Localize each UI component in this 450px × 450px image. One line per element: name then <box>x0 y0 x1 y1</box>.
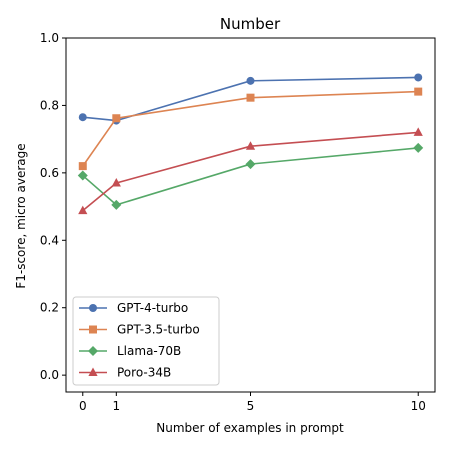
data-point <box>413 127 423 136</box>
legend-item: GPT-3.5-turbo <box>79 323 200 337</box>
y-tick-label: 0.2 <box>40 301 59 315</box>
legend-marker <box>89 304 97 312</box>
data-point <box>111 177 121 187</box>
data-point <box>245 159 256 170</box>
legend-label: GPT-4-turbo <box>117 301 188 315</box>
legend-marker <box>89 325 97 334</box>
y-tick-label: 0.8 <box>40 98 59 112</box>
series-poro-34b <box>78 127 423 215</box>
data-point <box>78 113 87 122</box>
y-axis-label: F1-score, micro average <box>14 143 28 288</box>
plot-area: 0 1 5 10 0.0 0.2 0.4 0.6 0.8 1.0 <box>40 31 436 413</box>
y-tick-label: 0.0 <box>40 368 59 382</box>
data-point <box>78 205 88 215</box>
data-point <box>413 142 424 153</box>
y-tick-label: 1.0 <box>40 31 59 45</box>
x-tick-label: 0 <box>79 399 87 413</box>
legend-label: Poro-34B <box>117 366 171 380</box>
x-axis-label: Number of examples in prompt <box>156 421 344 435</box>
series-line <box>82 131 419 212</box>
x-tick-label: 1 <box>112 399 120 413</box>
x-tick-label: 5 <box>247 399 255 413</box>
data-point <box>246 93 255 102</box>
data-point <box>245 141 256 150</box>
series-line <box>82 90 419 167</box>
data-point <box>414 87 423 96</box>
data-point <box>414 73 423 82</box>
data-point <box>111 199 122 210</box>
chart-title: Number <box>220 15 281 33</box>
legend: GPT-4-turbo GPT-3.5-turbo Llama-70B Poro-34… <box>72 296 220 386</box>
series-gpt-3-5-turbo <box>78 87 423 171</box>
data-point <box>78 162 87 171</box>
x-tick-label: 10 <box>411 399 426 413</box>
data-point <box>112 114 121 123</box>
legend-item: Llama-70B <box>79 344 181 358</box>
legend-marker <box>88 367 98 376</box>
series-line <box>82 147 419 206</box>
series-gpt-4-turbo <box>78 73 423 125</box>
legend-item: GPT-4-turbo <box>79 301 188 315</box>
y-tick-label: 0.6 <box>40 166 59 180</box>
legend-label: GPT-3.5-turbo <box>117 323 200 337</box>
series-line <box>82 76 419 122</box>
legend-label: Llama-70B <box>117 344 181 358</box>
series-llama-70b <box>77 142 424 210</box>
legend-marker <box>88 346 98 356</box>
legend-box <box>72 296 220 386</box>
data-point <box>77 170 88 181</box>
y-tick-label: 0.4 <box>40 233 59 247</box>
legend-item: Poro-34B <box>79 366 171 380</box>
data-point <box>246 76 255 85</box>
